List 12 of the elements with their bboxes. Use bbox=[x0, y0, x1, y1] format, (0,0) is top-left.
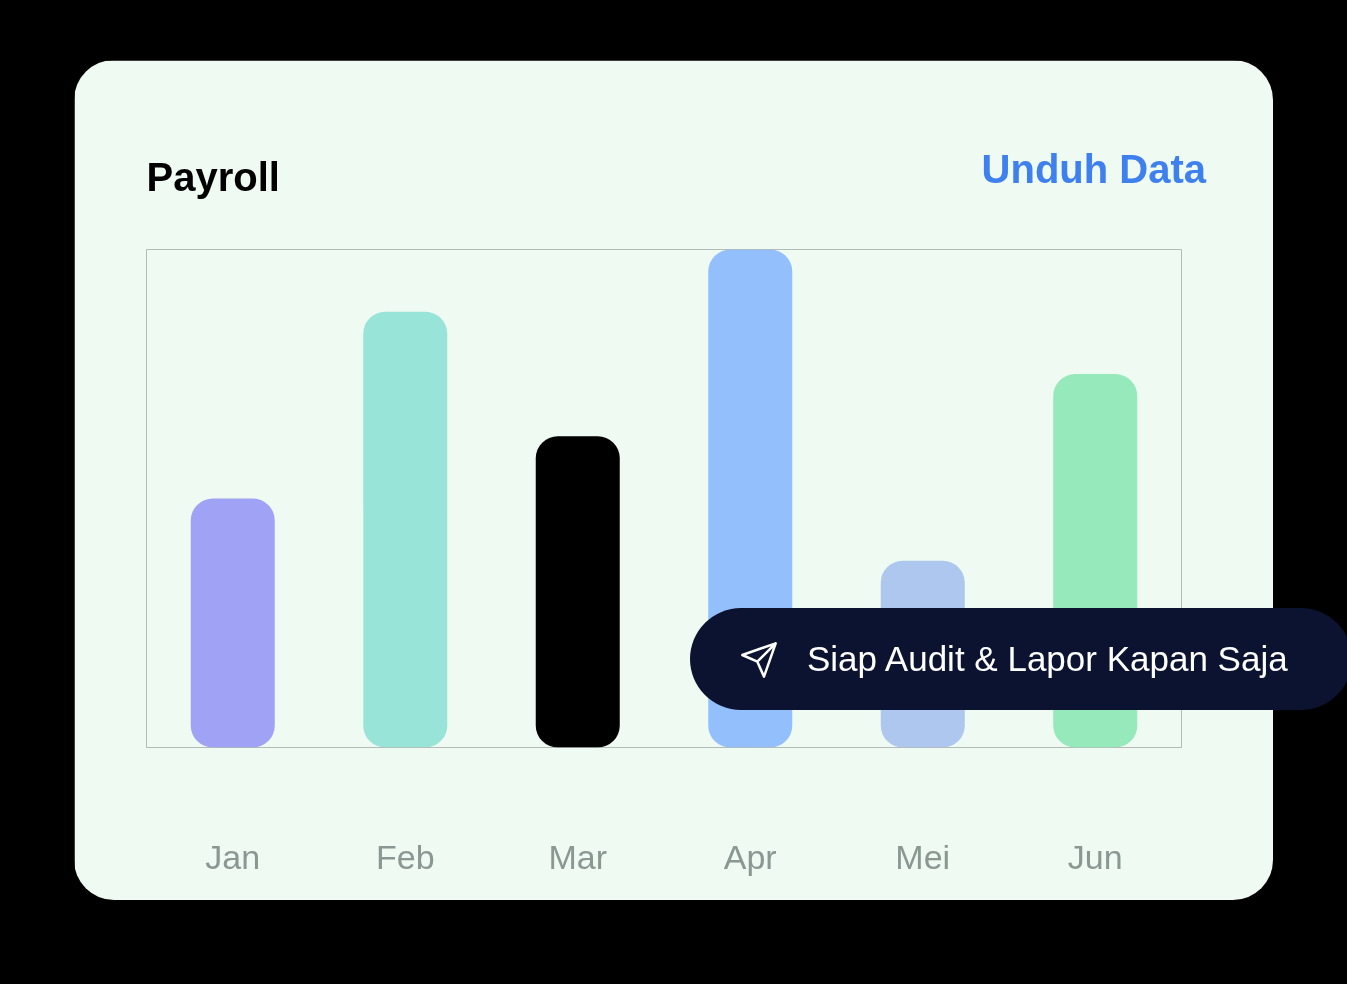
x-tick-label: Mar bbox=[548, 837, 608, 876]
x-tick-label: Jan bbox=[205, 837, 261, 876]
chart-title: Payroll bbox=[146, 154, 280, 199]
x-tick-label: Jun bbox=[1067, 837, 1123, 876]
bar bbox=[363, 311, 448, 748]
bar bbox=[190, 498, 275, 748]
text: Unduh Data bbox=[980, 146, 1206, 193]
x-tick-label: Apr bbox=[723, 837, 777, 876]
annotation: Siap Audit & Lapor Kapan Saja bbox=[807, 638, 1288, 680]
bar bbox=[535, 436, 620, 748]
x-tick-label: Feb bbox=[375, 837, 435, 876]
x-tick-label: Mei bbox=[895, 837, 951, 876]
